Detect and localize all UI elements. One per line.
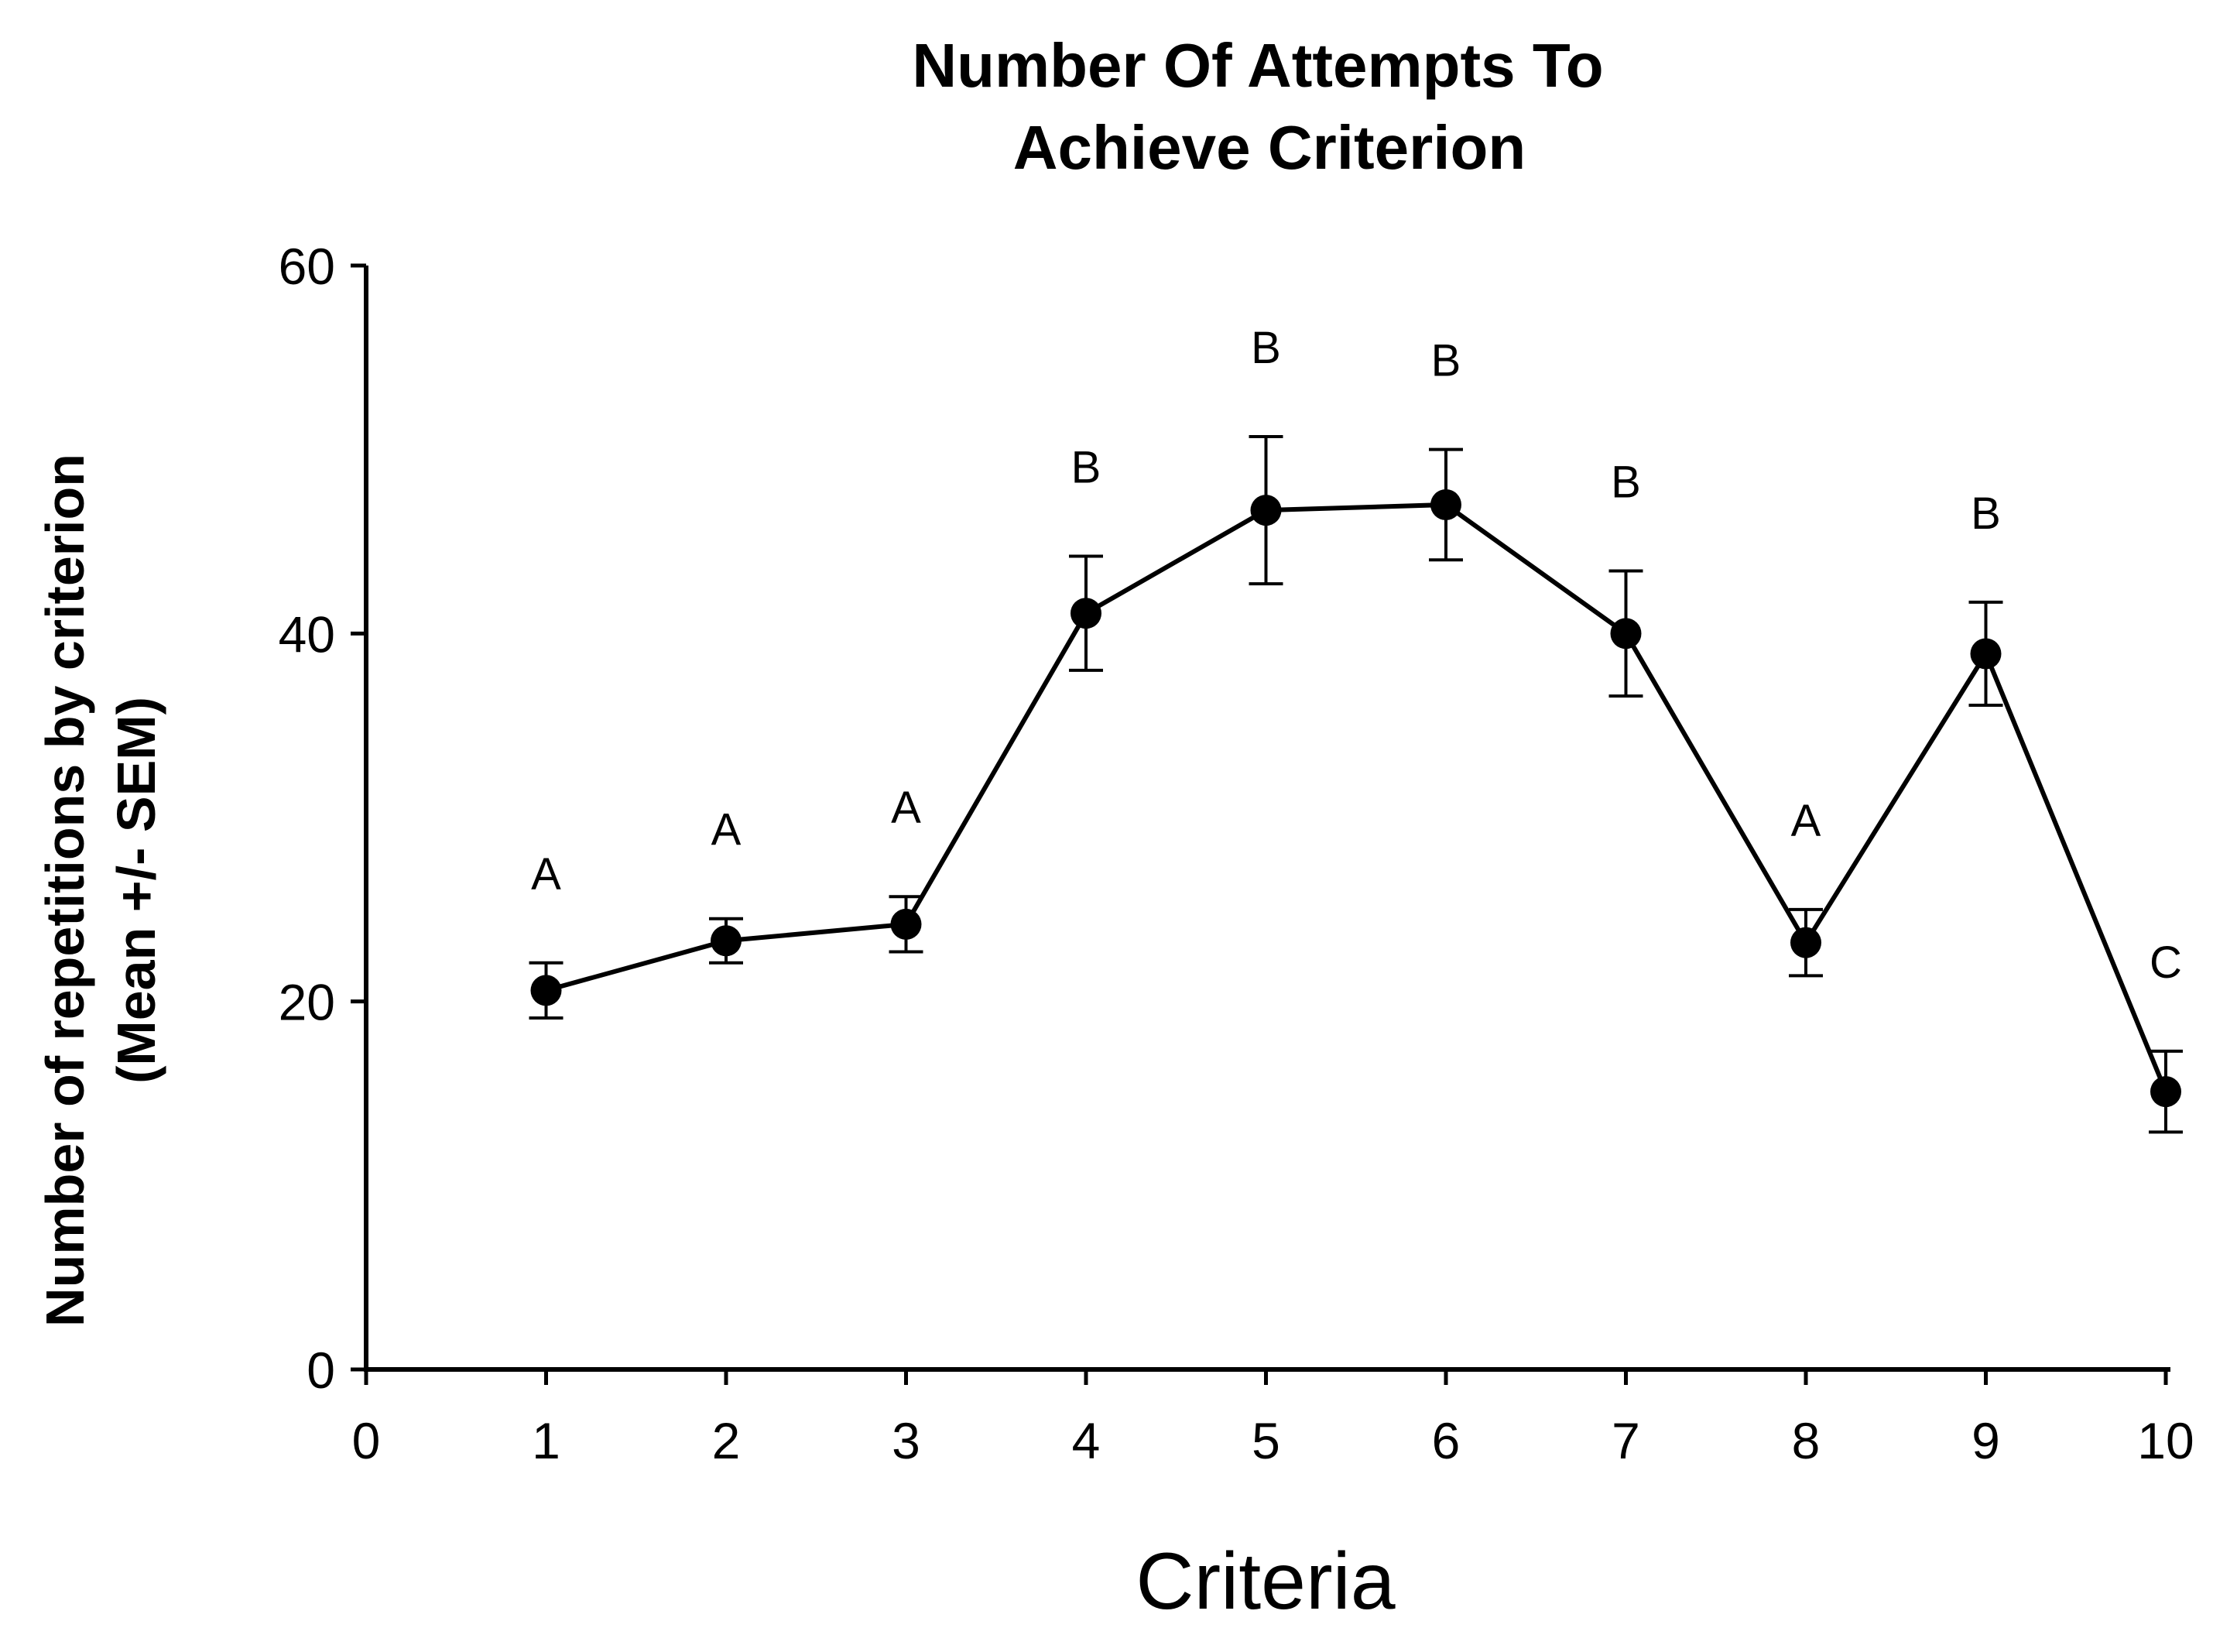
significance-label: B (1431, 336, 1461, 386)
chart-title-line-1: Number Of Attempts To (912, 31, 1603, 100)
x-tick-label: 0 (352, 1412, 381, 1469)
error-bars (529, 435, 2183, 1134)
y-axis-label-line-2: (Mean +/- SEM) (106, 697, 166, 1084)
significance-label: B (1611, 458, 1641, 508)
data-point (1790, 927, 1821, 958)
axes (364, 266, 2170, 1372)
x-tick-label: 5 (1252, 1412, 1280, 1469)
x-tick-label: 3 (892, 1412, 920, 1469)
significance-label: A (711, 805, 742, 855)
x-axis-label: Criteria (1136, 1537, 1395, 1626)
y-tick-label: 0 (307, 1342, 335, 1399)
y-tick-label: 60 (279, 238, 335, 295)
significance-labels: A A A B B B B A B C (531, 323, 2182, 988)
data-point (1970, 638, 2002, 670)
y-tick-label: 40 (279, 605, 335, 663)
significance-label: A (531, 849, 561, 900)
x-tick-label: 8 (1792, 1412, 1821, 1469)
x-tick-label: 6 (1432, 1412, 1461, 1469)
x-tick-label: 2 (712, 1412, 741, 1469)
data-points (530, 488, 2181, 1108)
x-tick-label: 7 (1612, 1412, 1640, 1469)
significance-label: B (1071, 443, 1101, 493)
data-point (530, 975, 562, 1006)
data-point (2150, 1076, 2181, 1108)
y-tick-label: 20 (279, 974, 335, 1031)
data-point (1071, 598, 1101, 629)
x-tick-label: 10 (2137, 1412, 2194, 1469)
data-point (1250, 495, 1282, 526)
x-tick-label: 1 (532, 1412, 560, 1469)
data-point (890, 908, 922, 940)
data-point (1610, 618, 1642, 649)
significance-label: B (1971, 488, 2001, 539)
significance-label: A (891, 783, 921, 833)
significance-label: B (1251, 323, 1281, 373)
significance-label: C (2150, 937, 2182, 988)
x-tick-label: 4 (1072, 1412, 1101, 1469)
chart-title-line-2: Achieve Criterion (1013, 113, 1526, 182)
series-line (545, 502, 2168, 1093)
data-point (1430, 488, 1461, 520)
significance-label: A (1791, 796, 1821, 846)
data-point (711, 925, 742, 957)
ticks: 0 1 2 3 4 5 6 7 8 9 10 0 20 40 60 (279, 238, 2194, 1469)
y-axis-label-line-1: Number of repetitions by criterion (35, 454, 95, 1327)
x-tick-label: 9 (1971, 1412, 2000, 1469)
